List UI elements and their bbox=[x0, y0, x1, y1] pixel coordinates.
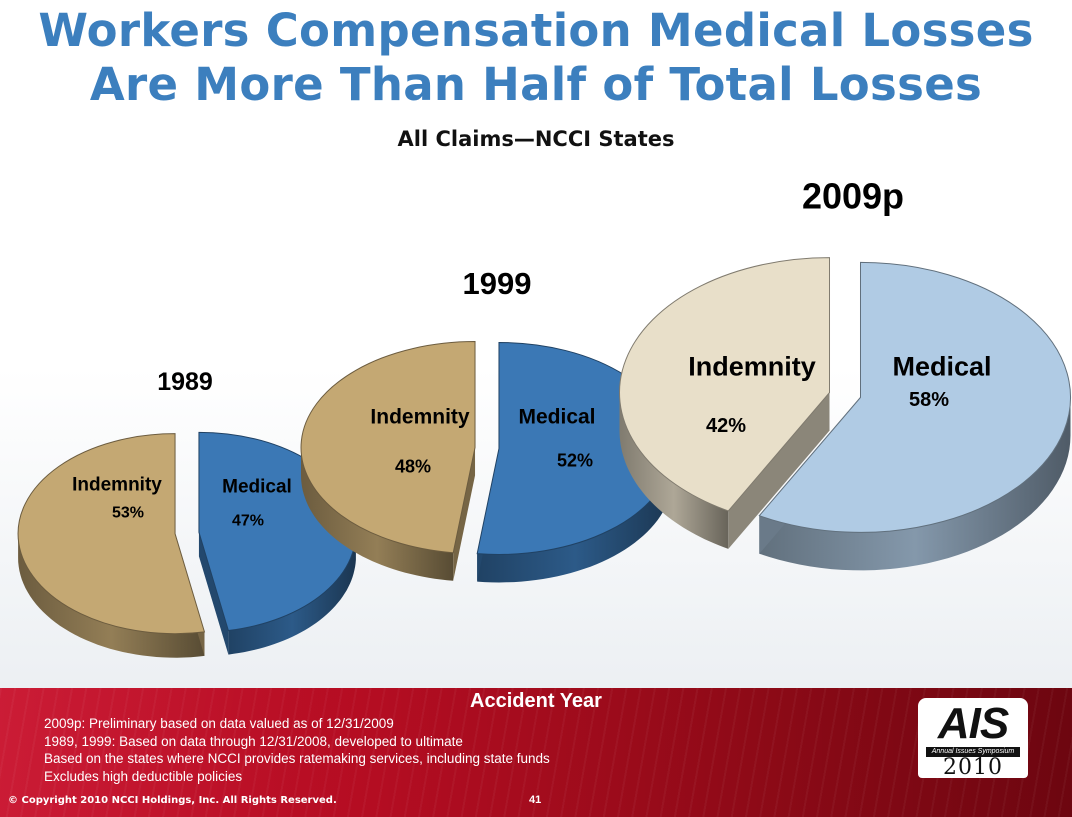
pie-side-medical bbox=[759, 397, 1071, 571]
footnotes: 2009p: Preliminary based on data valued … bbox=[44, 715, 550, 785]
footnote-2: 1989, 1999: Based on data through 12/31/… bbox=[44, 733, 463, 749]
pie-top-indemnity bbox=[17, 433, 206, 635]
pie-side-medical bbox=[477, 448, 673, 583]
pie-title: 2009p bbox=[802, 176, 904, 217]
footnote-1: 2009p: Preliminary based on data valued … bbox=[44, 716, 394, 731]
slice-label-medical: Medical bbox=[518, 405, 595, 428]
pie-top-indemnity bbox=[300, 341, 476, 554]
copyright-text: © Copyright 2010 NCCI Holdings, Inc. All… bbox=[8, 795, 337, 806]
slice-value-medical: 58% bbox=[909, 389, 949, 411]
pie-chart-1989: 1989 Indemnity 53% Medical 47% bbox=[17, 368, 357, 658]
logo-year: 2010 bbox=[943, 755, 1003, 780]
pie-slice-indemnity bbox=[619, 257, 831, 549]
pie-side-medical bbox=[228, 532, 356, 655]
pie-cut-face bbox=[198, 532, 229, 655]
pie-slice-indemnity bbox=[17, 433, 206, 658]
slice-value-indemnity: 53% bbox=[112, 505, 144, 522]
x-axis-label: Accident Year bbox=[470, 690, 602, 712]
slide-title: Workers Compensation Medical Losses Are … bbox=[0, 4, 1072, 112]
slice-label-indemnity: Indemnity bbox=[72, 475, 162, 496]
slice-label-medical: Medical bbox=[222, 477, 292, 498]
pie-cut-face bbox=[453, 447, 476, 581]
pie-slice-medical bbox=[758, 261, 1071, 571]
footnote-4: Excludes high deductible policies bbox=[44, 768, 243, 784]
pie-charts: 1989 Indemnity 53% Medical 47% 1999 Indemnity 4… bbox=[17, 176, 1071, 658]
slide-title-line-1: Workers Compensation Medical Losses bbox=[38, 4, 1034, 57]
slide-title-line-2: Are More Than Half of Total Losses bbox=[89, 58, 983, 111]
footer-band: Accident Year 2009p: Preliminary based o… bbox=[0, 688, 1072, 817]
logo-subtitle: Annual Issues Symposium bbox=[926, 747, 1020, 757]
slice-label-indemnity: Indemnity bbox=[370, 405, 469, 428]
footnote-3: Based on the states where NCCI provides … bbox=[44, 751, 550, 766]
pie-side-indemnity bbox=[18, 533, 205, 658]
slice-value-medical: 47% bbox=[232, 513, 264, 530]
slice-label-indemnity: Indemnity bbox=[688, 351, 816, 381]
chart-subtitle: All Claims—NCCI States bbox=[397, 127, 675, 151]
pie-side-indemnity bbox=[619, 392, 729, 549]
pie-top-medical bbox=[758, 261, 1071, 533]
slice-value-indemnity: 42% bbox=[706, 415, 746, 437]
page-number: 41 bbox=[529, 794, 542, 806]
logo-main-text: AIS bbox=[937, 699, 1009, 748]
pie-slice-indemnity bbox=[300, 341, 476, 581]
ais-logo: AIS Annual Issues Symposium 2010 bbox=[918, 698, 1028, 780]
slice-value-indemnity: 48% bbox=[395, 456, 431, 476]
pie-top-indemnity bbox=[619, 257, 831, 512]
pie-chart-2009p: 2009p Indemnity 42% Medical 58% bbox=[619, 176, 1071, 571]
pie-title: 1989 bbox=[157, 368, 213, 396]
slice-label-medical: Medical bbox=[892, 351, 991, 381]
pie-title: 1999 bbox=[463, 266, 532, 301]
pie-chart-1999: 1999 Indemnity 48% Medical 52% bbox=[300, 266, 674, 583]
slice-value-medical: 52% bbox=[557, 450, 593, 470]
pie-cut-face bbox=[728, 392, 830, 549]
